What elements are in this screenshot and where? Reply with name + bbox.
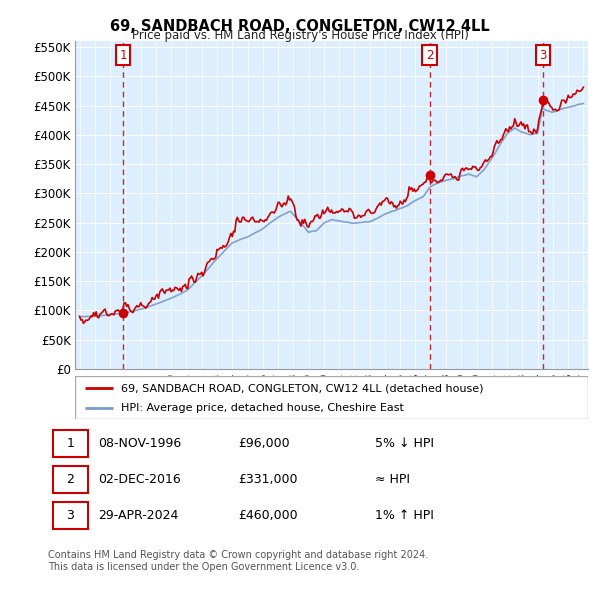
Text: 29-APR-2024: 29-APR-2024 (98, 509, 179, 522)
Text: Price paid vs. HM Land Registry's House Price Index (HPI): Price paid vs. HM Land Registry's House … (131, 30, 469, 42)
Text: HPI: Average price, detached house, Cheshire East: HPI: Average price, detached house, Ches… (121, 404, 404, 413)
Text: 2: 2 (67, 473, 74, 486)
Text: £331,000: £331,000 (238, 473, 298, 486)
Text: 5% ↓ HPI: 5% ↓ HPI (376, 437, 434, 450)
Text: This data is licensed under the Open Government Licence v3.0.: This data is licensed under the Open Gov… (48, 562, 359, 572)
Text: 69, SANDBACH ROAD, CONGLETON, CW12 4LL (detached house): 69, SANDBACH ROAD, CONGLETON, CW12 4LL (… (121, 384, 484, 394)
Text: 1% ↑ HPI: 1% ↑ HPI (376, 509, 434, 522)
Text: 3: 3 (539, 48, 547, 61)
FancyBboxPatch shape (53, 466, 88, 493)
Text: 3: 3 (67, 509, 74, 522)
Text: ≈ HPI: ≈ HPI (376, 473, 410, 486)
Text: £460,000: £460,000 (238, 509, 298, 522)
FancyBboxPatch shape (53, 430, 88, 457)
Text: Contains HM Land Registry data © Crown copyright and database right 2024.: Contains HM Land Registry data © Crown c… (48, 550, 428, 560)
Text: 2: 2 (426, 48, 433, 61)
Text: 1: 1 (67, 437, 74, 450)
Text: 02-DEC-2016: 02-DEC-2016 (98, 473, 181, 486)
Text: £96,000: £96,000 (238, 437, 290, 450)
Text: 69, SANDBACH ROAD, CONGLETON, CW12 4LL: 69, SANDBACH ROAD, CONGLETON, CW12 4LL (110, 19, 490, 34)
FancyBboxPatch shape (53, 502, 88, 529)
Text: 1: 1 (119, 48, 127, 61)
Text: 08-NOV-1996: 08-NOV-1996 (98, 437, 181, 450)
